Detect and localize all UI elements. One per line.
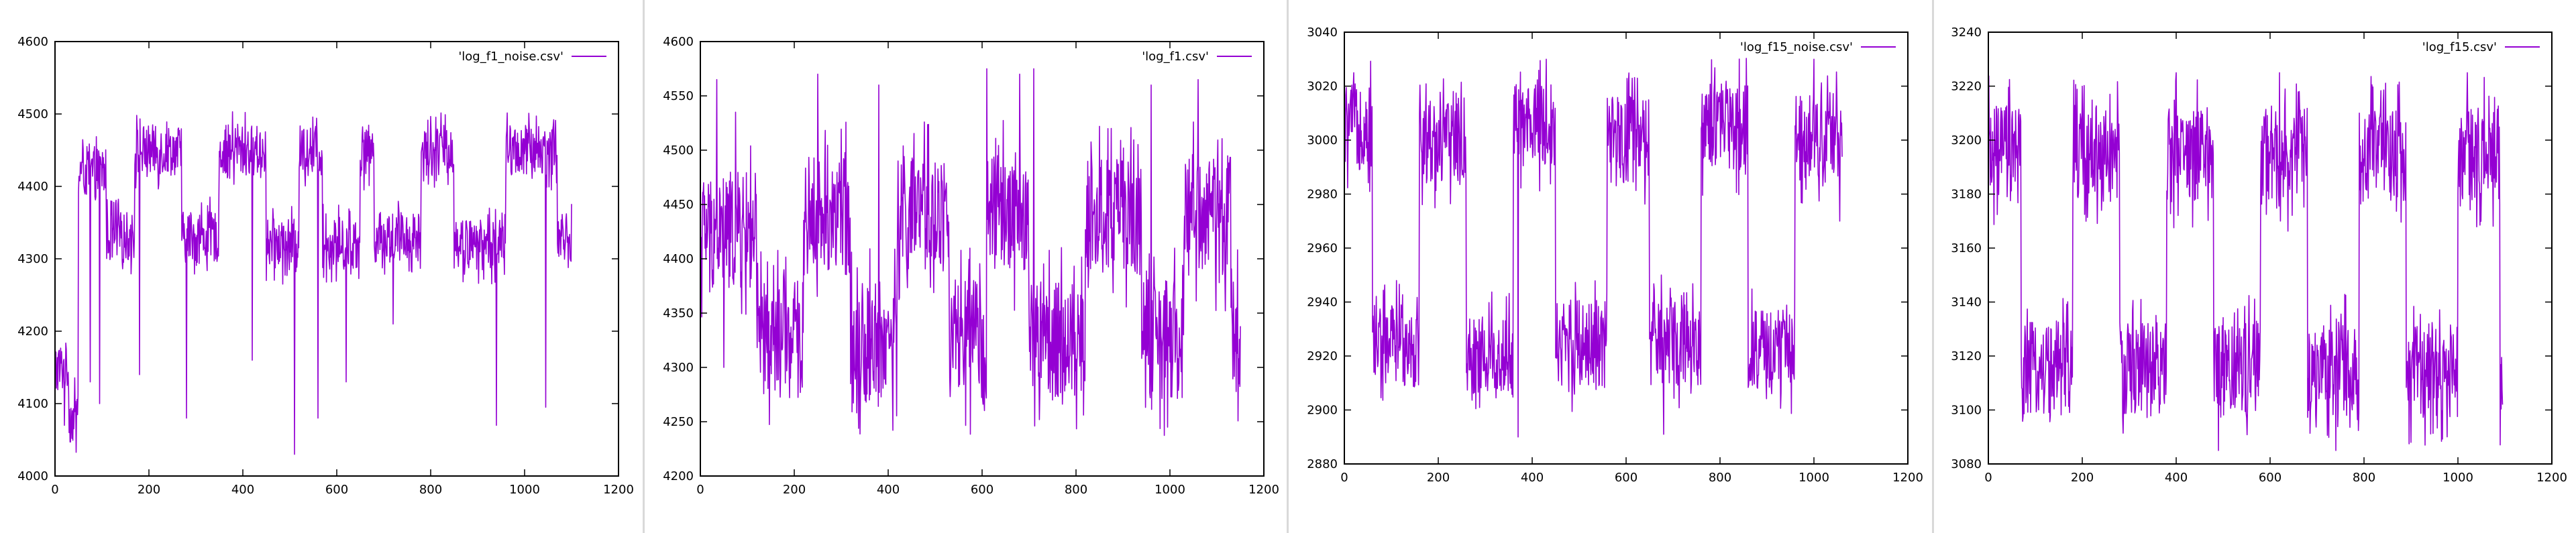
plot-frame-2 bbox=[700, 41, 1265, 477]
series-line-3 bbox=[1344, 58, 1843, 438]
series-line-1 bbox=[54, 111, 572, 455]
y-tick-label: 3240 bbox=[1951, 25, 1982, 40]
legend-label-3: 'log_f15_noise.csv' bbox=[1740, 40, 1853, 54]
x-tick-label: 600 bbox=[971, 483, 994, 497]
chart-panel-4: 'log_f15.csv' 0 200 400 600 800 1000 1200 3080 31… bbox=[1951, 25, 2567, 485]
x-tick-label: 1200 bbox=[2536, 471, 2567, 485]
x-tick-label: 0 bbox=[1340, 471, 1348, 485]
x-tick-label: 800 bbox=[1709, 471, 1731, 485]
y-tick-label: 3140 bbox=[1951, 296, 1982, 310]
legend-label-4: 'log_f15.csv' bbox=[2422, 40, 2497, 54]
y-tick-label: 3000 bbox=[1307, 133, 1338, 147]
y-tick-label: 4600 bbox=[17, 35, 48, 49]
x-tick-label: 200 bbox=[1427, 471, 1450, 485]
x-tick-label: 1000 bbox=[2443, 471, 2473, 485]
y-tick-label: 2960 bbox=[1307, 241, 1338, 255]
series-line-4 bbox=[1988, 72, 2504, 451]
y-tick-label: 3200 bbox=[1951, 133, 1982, 147]
panel-divider-3 bbox=[1932, 0, 1934, 533]
x-tick-label: 800 bbox=[1065, 483, 1087, 497]
panel-divider-2 bbox=[1287, 0, 1289, 533]
x-tick-label: 400 bbox=[1521, 471, 1544, 485]
y-tick-label: 4250 bbox=[663, 415, 694, 429]
y-tick-label: 2980 bbox=[1307, 188, 1338, 202]
y-tick-label: 4300 bbox=[663, 361, 694, 375]
y-tick-label: 3100 bbox=[1951, 404, 1982, 418]
panel-divider-1 bbox=[643, 0, 645, 533]
y-tick-label: 3180 bbox=[1951, 188, 1982, 202]
y-tick-label: 4500 bbox=[663, 143, 694, 158]
y-tick-label: 2920 bbox=[1307, 349, 1338, 363]
series-line-2 bbox=[700, 68, 1241, 436]
x-tick-label: 0 bbox=[696, 483, 704, 497]
x-tick-label: 400 bbox=[2165, 471, 2188, 485]
x-tick-label: 800 bbox=[2353, 471, 2375, 485]
y-tick-label: 4000 bbox=[17, 469, 48, 483]
y-tick-label: 4550 bbox=[663, 89, 694, 103]
y-tick-label: 4400 bbox=[663, 252, 694, 266]
x-tick-label: 200 bbox=[2071, 471, 2094, 485]
y-tick-label: 4100 bbox=[17, 397, 48, 411]
chart-panel-2: 'log_f1.csv' 0 200 400 600 800 1000 1200 4200 425… bbox=[663, 35, 1279, 497]
y-tick-label: 2900 bbox=[1307, 404, 1338, 418]
x-tick-label: 1000 bbox=[509, 483, 540, 497]
x-tick-label: 400 bbox=[877, 483, 900, 497]
y-tick-label: 3220 bbox=[1951, 80, 1982, 94]
y-tick-label: 4200 bbox=[17, 324, 48, 339]
plot-frame-3 bbox=[1344, 32, 1909, 465]
y-tick-label: 3020 bbox=[1307, 80, 1338, 94]
x-tick-label: 400 bbox=[231, 483, 254, 497]
x-tick-label: 0 bbox=[51, 483, 58, 497]
x-tick-label: 600 bbox=[2259, 471, 2282, 485]
chart-panel-1: 'log_f1_noise.csv' 0 200 400 600 800 1000 1200 4… bbox=[17, 35, 634, 497]
y-tick-label: 3120 bbox=[1951, 349, 1982, 363]
y-tick-label: 2940 bbox=[1307, 296, 1338, 310]
x-tick-label: 1000 bbox=[1155, 483, 1185, 497]
x-tick-label: 0 bbox=[1984, 471, 1992, 485]
x-tick-label: 1000 bbox=[1799, 471, 1829, 485]
y-tick-label: 3160 bbox=[1951, 241, 1982, 255]
x-tick-label: 800 bbox=[419, 483, 442, 497]
x-tick-label: 1200 bbox=[1892, 471, 1923, 485]
x-tick-label: 1200 bbox=[603, 483, 634, 497]
chart-panel-3: 'log_f15_noise.csv' 0 200 400 600 800 1000 1200… bbox=[1307, 25, 1923, 485]
y-tick-label: 4600 bbox=[663, 35, 694, 49]
y-tick-label: 4500 bbox=[17, 107, 48, 121]
y-tick-label: 3080 bbox=[1951, 457, 1982, 471]
x-tick-label: 600 bbox=[325, 483, 348, 497]
x-tick-label: 200 bbox=[138, 483, 160, 497]
x-tick-label: 600 bbox=[1615, 471, 1638, 485]
y-tick-label: 4200 bbox=[663, 469, 694, 483]
y-tick-label: 4350 bbox=[663, 306, 694, 320]
legend-label-2: 'log_f1.csv' bbox=[1142, 50, 1209, 64]
y-tick-label: 4450 bbox=[663, 198, 694, 212]
y-tick-label: 3040 bbox=[1307, 25, 1338, 40]
y-tick-label: 4400 bbox=[17, 180, 48, 194]
legend-label-1: 'log_f1_noise.csv' bbox=[458, 50, 564, 64]
y-tick-label: 4300 bbox=[17, 252, 48, 266]
y-tick-label: 2880 bbox=[1307, 457, 1338, 471]
x-tick-label: 1200 bbox=[1248, 483, 1279, 497]
x-tick-label: 200 bbox=[783, 483, 806, 497]
